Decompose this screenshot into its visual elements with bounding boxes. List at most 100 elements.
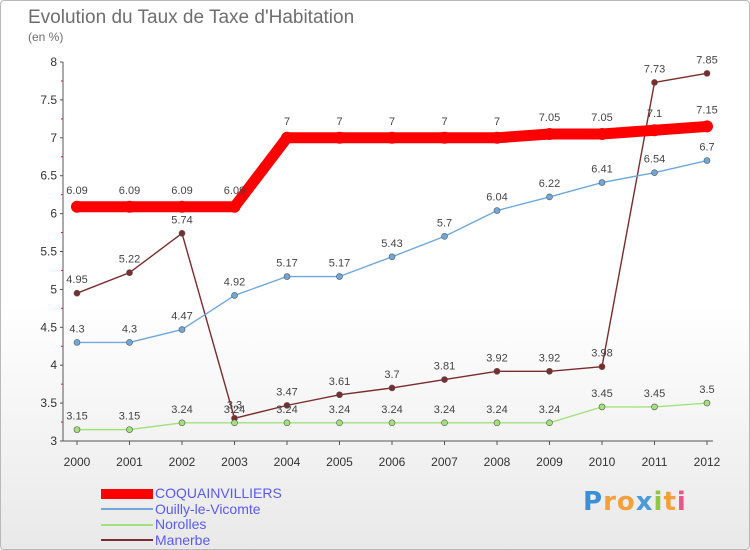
data-label: 6.04 [486, 192, 507, 204]
data-point [178, 419, 186, 427]
data-point [71, 200, 83, 213]
logo-letter: i [676, 487, 687, 517]
data-label: 3.92 [486, 352, 507, 364]
data-label: 7 [494, 116, 500, 128]
y-tick-label: 3 [50, 434, 57, 448]
y-tick-label: 8 [50, 55, 57, 69]
data-label: 6.09 [119, 185, 140, 197]
logo-letter: i [653, 487, 664, 517]
logo-letter: P [583, 487, 604, 517]
logo-letter: t [663, 487, 677, 517]
y-tick-label: 6.5 [40, 169, 57, 183]
y-tick-label: 5 [50, 282, 57, 296]
y-tick-label: 6 [50, 207, 57, 221]
data-point [231, 292, 238, 299]
data-point [283, 273, 291, 280]
data-label: 3.24 [539, 404, 560, 416]
x-tick-label: 2006 [379, 455, 406, 469]
y-tick-label: 7.5 [40, 93, 57, 107]
data-point [546, 193, 553, 201]
proxiti-logo: Proxiti [583, 487, 687, 517]
x-tick-label: 2001 [116, 455, 143, 469]
data-point [231, 419, 238, 427]
data-label: 3.61 [329, 376, 350, 388]
x-tick-label: 2000 [64, 455, 91, 469]
data-label: 3.3 [227, 399, 242, 411]
data-point [283, 419, 291, 427]
data-label: 5.74 [171, 214, 192, 226]
data-label: 5.43 [381, 238, 402, 250]
data-point [336, 273, 343, 280]
data-point [126, 339, 133, 346]
data-label: 6.41 [591, 164, 612, 176]
data-point [438, 131, 451, 144]
data-label: 7.05 [539, 112, 560, 124]
data-label: 3.24 [276, 404, 297, 416]
data-point [651, 79, 658, 86]
x-tick-label: 2007 [431, 455, 458, 469]
data-point [651, 403, 658, 411]
data-label: 7 [336, 116, 342, 128]
data-point [176, 200, 188, 213]
chart-title: Evolution du Taux de Taxe d'Habitation [28, 7, 355, 28]
data-label: 3.24 [329, 404, 350, 416]
data-point [493, 367, 501, 375]
data-label: 5.17 [329, 258, 350, 270]
data-label: 6.7 [699, 142, 714, 154]
data-point [703, 157, 711, 164]
data-point [703, 70, 711, 77]
data-point [596, 128, 608, 141]
data-label: 3.24 [171, 404, 192, 416]
data-label: 7.73 [644, 63, 665, 75]
data-label: 4.3 [69, 323, 84, 335]
data-label: 6.54 [644, 154, 665, 166]
data-point [546, 367, 553, 375]
data-point [598, 363, 606, 371]
data-point [648, 124, 661, 137]
data-point [493, 207, 501, 214]
data-label: 4.3 [122, 323, 137, 335]
x-tick-label: 2008 [484, 455, 511, 469]
data-point [598, 403, 606, 411]
data-point [388, 419, 396, 427]
data-label: 3.92 [539, 352, 560, 364]
y-tick-label: 3.5 [40, 396, 57, 410]
x-tick-label: 2004 [274, 455, 301, 469]
data-label: 6.22 [539, 178, 560, 190]
legend-swatch [101, 508, 153, 511]
data-label: 3.47 [276, 386, 297, 398]
data-point [441, 419, 448, 427]
x-tick-label: 2009 [536, 455, 563, 469]
data-point [388, 384, 396, 392]
x-tick-label: 2005 [326, 455, 353, 469]
data-point [126, 269, 133, 277]
data-label: 6.09 [171, 185, 192, 197]
legend-swatch [101, 539, 153, 542]
data-point [126, 426, 133, 433]
data-label: 3.24 [381, 404, 402, 416]
data-point [336, 391, 343, 399]
data-point [333, 131, 346, 144]
legend-label: COQUAINVILLIERS [155, 485, 282, 501]
legend-swatch [101, 523, 153, 526]
legend-swatch [101, 488, 153, 499]
data-label: 3.24 [486, 404, 507, 416]
data-label: 3.7 [384, 369, 399, 381]
data-label: 7 [389, 116, 395, 128]
data-point [543, 128, 556, 141]
data-point [701, 120, 713, 133]
data-label: 7.1 [647, 108, 662, 120]
data-label: 6.09 [224, 185, 245, 197]
data-point [493, 419, 501, 427]
chart-unit: (en %) [28, 30, 64, 44]
data-label: 7.05 [591, 112, 612, 124]
data-label: 3.5 [699, 384, 714, 396]
y-tick-label: 7 [50, 131, 57, 145]
x-tick-label: 2011 [642, 455, 668, 469]
x-tick-label: 2012 [694, 455, 721, 469]
x-tick-label: 2003 [221, 455, 248, 469]
data-label: 3.45 [591, 388, 612, 400]
data-point [283, 402, 291, 409]
